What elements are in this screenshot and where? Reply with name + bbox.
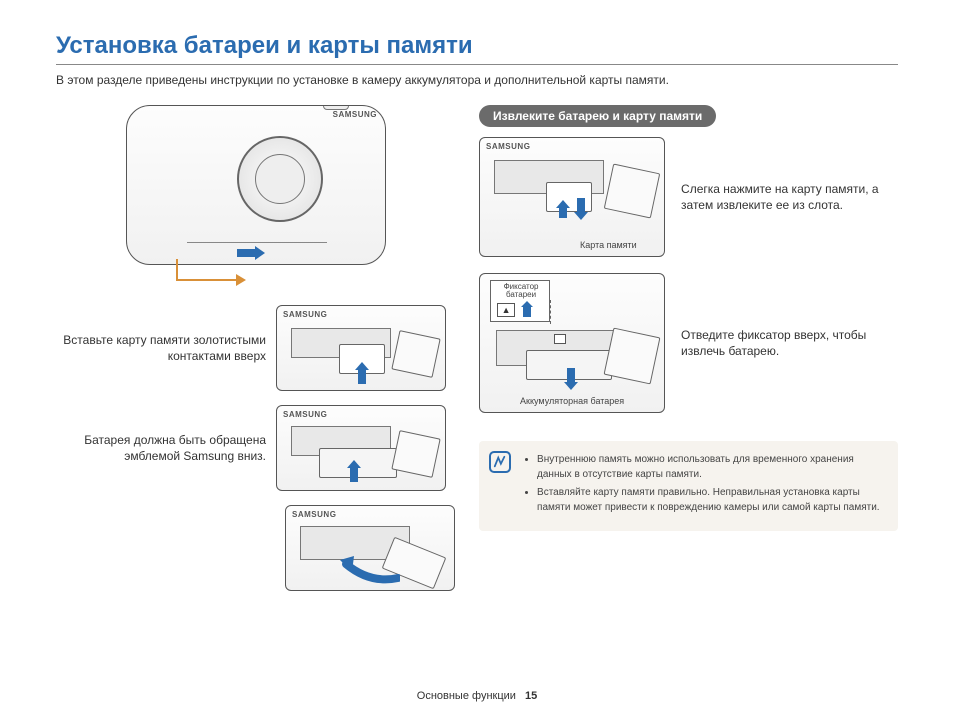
arrow-insert-icon (355, 362, 369, 384)
arrow-up-icon (521, 301, 533, 317)
note-list: Внутреннюю память можно использовать для… (523, 453, 884, 515)
brand-label: SAMSUNG (292, 510, 336, 519)
footer-section: Основные функции (417, 690, 516, 702)
illus-close-lid: SAMSUNG (285, 505, 455, 591)
caption-insert-battery: Батарея должна быть обращена эмблемой Sa… (56, 432, 266, 464)
brand-label: SAMSUNG (283, 410, 327, 419)
camera-main-illustration: SAMSUNG (126, 105, 386, 265)
illus-insert-memcard: SAMSUNG (276, 305, 446, 391)
caption-insert-memcard: Вставьте карту памяти золотистыми контак… (56, 332, 266, 364)
footer-page-number: 15 (525, 690, 537, 702)
title-rule (56, 64, 898, 65)
label-latch: Фиксатор батареи (497, 283, 545, 299)
note-box: Внутреннюю память можно использовать для… (479, 441, 898, 531)
note-item: Вставляйте карту памяти правильно. Непра… (537, 486, 884, 515)
left-column: SAMSUNG Вставьте карту памяти золотистым… (56, 105, 455, 591)
row-insert-memcard: Вставьте карту памяти золотистыми контак… (56, 305, 455, 391)
arrow-insert-icon (347, 460, 361, 482)
illus-insert-battery: SAMSUNG (276, 405, 446, 491)
arrow-press-icon (556, 200, 570, 218)
section-pill: Извлеките батарею и карту памяти (479, 105, 716, 127)
caption-remove-battery: Отведите фиксатор вверх, чтобы извлечь б… (681, 327, 881, 359)
page-title: Установка батареи и карты памяти (56, 32, 898, 60)
illus-remove-memcard: SAMSUNG Карта памяти (479, 137, 665, 257)
brand-label: SAMSUNG (283, 310, 327, 319)
content-columns: SAMSUNG Вставьте карту памяти золотистым… (56, 105, 898, 591)
right-column: Извлеките батарею и карту памяти SAMSUNG… (479, 105, 898, 591)
arrow-curve-icon (340, 552, 400, 584)
label-memcard: Карта памяти (580, 240, 637, 250)
arrow-eject-icon (564, 368, 578, 390)
caption-remove-memcard: Слегка нажмите на карту памяти, а затем … (681, 181, 881, 213)
illus-remove-battery: Фиксатор батареи ▲ Аккумуляторная батаре… (479, 273, 665, 413)
note-item: Внутреннюю память можно использовать для… (537, 453, 884, 482)
row-insert-battery: Батарея должна быть обращена эмблемой Sa… (56, 405, 455, 491)
row-remove-battery: Фиксатор батареи ▲ Аккумуляторная батаре… (479, 273, 898, 413)
note-icon (489, 451, 511, 473)
label-battery: Аккумуляторная батарея (520, 396, 624, 406)
latch-callout: Фиксатор батареи ▲ (490, 280, 550, 322)
page-footer: Основные функции 15 (0, 690, 954, 702)
arrow-right-icon (237, 246, 265, 260)
row-remove-memcard: SAMSUNG Карта памяти Слегка нажмите на к… (479, 137, 898, 257)
brand-label: SAMSUNG (333, 110, 377, 119)
brand-label: SAMSUNG (486, 142, 530, 151)
intro-text: В этом разделе приведены инструкции по у… (56, 73, 898, 87)
arrow-eject-icon (574, 198, 588, 220)
elbow-arrow (176, 265, 436, 291)
row-close-lid: SAMSUNG (56, 505, 455, 591)
